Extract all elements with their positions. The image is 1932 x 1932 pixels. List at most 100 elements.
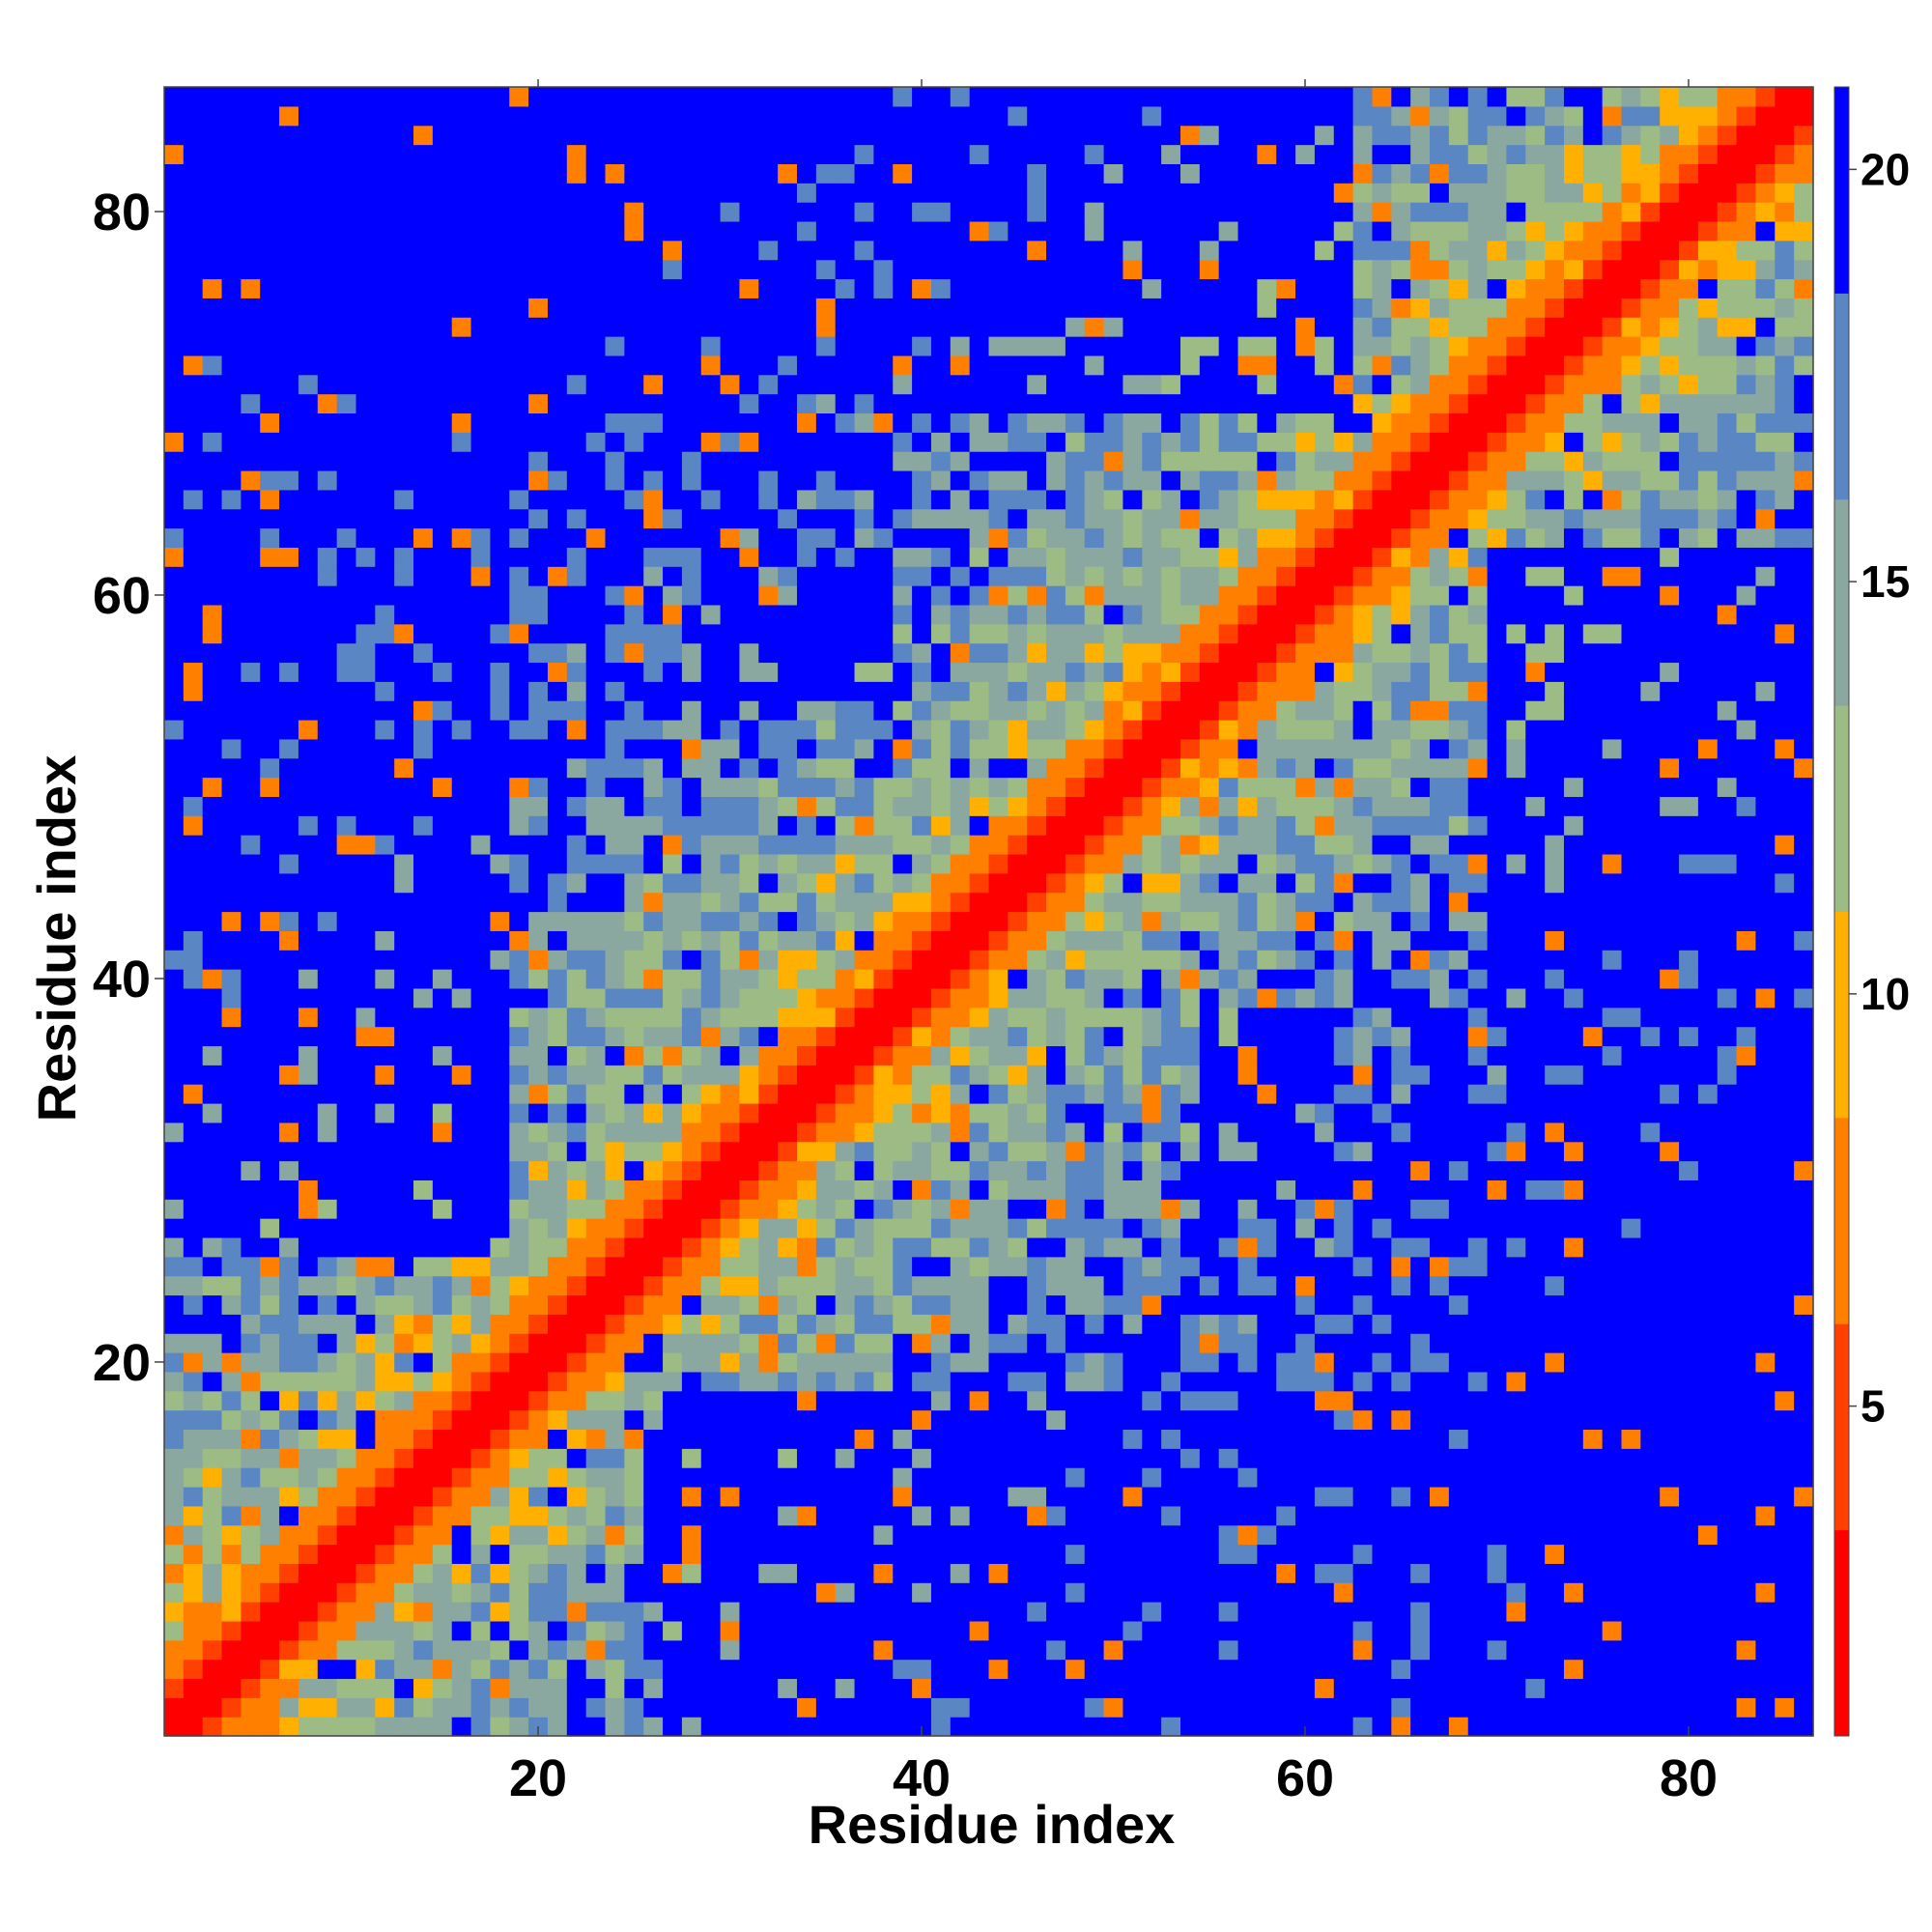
heatmap-cell [854,987,875,1009]
heatmap-cell [490,1141,510,1162]
heatmap-cell [1218,1544,1239,1564]
heatmap-cell [643,1620,664,1641]
heatmap-cell [1142,1717,1162,1737]
heatmap-cell [1218,1524,1239,1546]
heatmap-cell [663,1544,683,1564]
heatmap-cell [432,202,453,222]
heatmap-cell [1276,1717,1296,1737]
heatmap-cell [432,1045,453,1065]
heatmap-cell [279,1084,299,1104]
heatmap-cell [1218,1467,1239,1488]
heatmap-cell [164,163,185,184]
heatmap-cell [1237,1717,1258,1737]
heatmap-cell [451,1122,472,1143]
heatmap-cell [164,777,185,798]
heatmap-cell [317,412,338,433]
heatmap-cell [1065,1199,1086,1219]
heatmap-cell [470,1582,492,1603]
heatmap-cell [241,969,261,989]
heatmap-cell [815,1639,837,1661]
heatmap-cell [1103,240,1124,261]
heatmap-cell [930,1333,952,1353]
heatmap-cell [432,163,453,184]
heatmap-cell [1122,604,1143,625]
heatmap-cell [528,1620,549,1641]
heatmap-cell [221,1218,242,1238]
heatmap-cell [739,757,759,779]
heatmap-cell [605,1467,625,1488]
heatmap-cell [394,1602,414,1622]
heatmap-cell [893,585,913,606]
heatmap-cell [528,1563,549,1583]
heatmap-cell [739,642,759,664]
heatmap-cell [336,662,357,682]
heatmap-cell [1257,163,1277,184]
heatmap-cell [988,950,1009,970]
heatmap-cell [835,1141,856,1162]
heatmap-cell [930,163,952,184]
heatmap-cell [1218,642,1239,664]
heatmap-cell [260,1582,280,1603]
heatmap-cell [241,815,261,836]
heatmap-cell [1161,1294,1181,1315]
heatmap-cell [1161,1390,1181,1411]
heatmap-cell [778,1678,798,1698]
heatmap-cell [164,105,185,127]
heatmap-cell [624,1639,644,1661]
heatmap-cell [778,527,798,548]
heatmap-cell [1103,298,1124,318]
heatmap-cell [1218,623,1239,644]
heatmap-cell [912,1065,932,1085]
heatmap-cell [336,987,357,1009]
heatmap-cell [663,489,683,510]
heatmap-cell [624,1294,644,1315]
heatmap-cell [336,1582,357,1603]
heatmap-cell [969,604,990,625]
heatmap-cell [797,1045,817,1065]
heatmap-cell [202,604,223,625]
heatmap-cell [758,1122,779,1143]
heatmap-cell [336,853,357,874]
heatmap-cell [873,355,894,376]
heatmap-cell [1122,87,1143,107]
heatmap-cell [1161,1678,1181,1698]
heatmap-cell [566,604,587,625]
heatmap-cell [375,1102,395,1123]
heatmap-cell [1218,1179,1239,1200]
heatmap-cell [893,508,913,529]
heatmap-cell [605,1717,625,1737]
heatmap-cell [1046,1275,1066,1296]
heatmap-cell [241,987,261,1009]
heatmap-cell [413,1065,434,1085]
heatmap-cell [605,336,625,356]
heatmap-cell [355,604,376,625]
heatmap-cell [470,1448,492,1468]
heatmap-cell [413,105,434,127]
heatmap-cell [241,183,261,203]
heatmap-cell [432,1524,453,1546]
heatmap-cell [413,1486,434,1507]
heatmap-cell [854,1065,875,1085]
heatmap-cell [815,969,837,989]
heatmap-cell [336,1717,357,1737]
heatmap-cell [663,1314,683,1334]
heatmap-cell [912,469,932,491]
heatmap-cell [950,317,971,337]
heatmap-cell [509,298,529,318]
heatmap-cell [930,853,952,874]
heatmap-cell [1179,1256,1201,1277]
heatmap-cell [873,1486,894,1507]
heatmap-cell [815,412,837,433]
heatmap-cell [912,1122,932,1143]
heatmap-cell [528,1179,549,1200]
heatmap-cell [470,1007,492,1028]
heatmap-cell [854,969,875,989]
heatmap-cell [988,1256,1009,1277]
heatmap-cell [835,1102,856,1123]
heatmap-cell [1008,1602,1028,1622]
heatmap-cell [1161,1256,1181,1277]
heatmap-cell [624,1314,644,1334]
heatmap-cell [432,1409,453,1431]
heatmap-cell [202,835,223,855]
heatmap-cell [1084,1524,1105,1546]
